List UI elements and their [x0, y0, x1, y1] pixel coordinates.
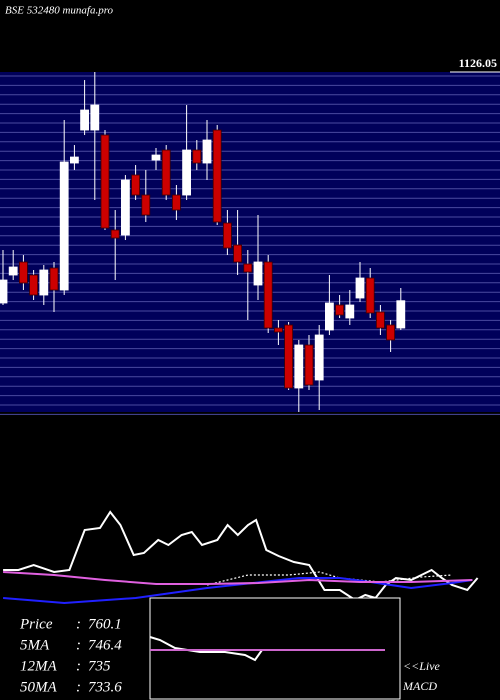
- candle-body: [263, 261, 273, 329]
- legend-value: 746.4: [88, 637, 122, 653]
- legend-separator: :: [76, 637, 81, 653]
- legend-value: 760.1: [88, 616, 122, 632]
- candle-body: [253, 261, 263, 286]
- candle-body: [335, 304, 345, 316]
- candle-body: [18, 261, 28, 284]
- series-line: [3, 577, 473, 605]
- candle-body: [365, 277, 375, 314]
- candle-body: [386, 324, 396, 341]
- candle-body: [161, 149, 171, 196]
- legend-value: 733.6: [88, 679, 122, 695]
- y-tick-label: 1126.05: [459, 56, 497, 70]
- candle-body: [284, 324, 294, 389]
- candle-body: [222, 222, 232, 249]
- legend-name: 50MA: [20, 679, 57, 695]
- candle-body: [324, 302, 334, 331]
- candle-body: [182, 149, 192, 196]
- candle-body: [243, 263, 253, 273]
- candle-body: [70, 156, 79, 164]
- candle-body: [151, 154, 161, 161]
- candle-body: [375, 311, 385, 329]
- candle-body: [121, 179, 130, 236]
- candle-body: [192, 149, 202, 164]
- series-line: [3, 571, 473, 585]
- chart-title: BSE 532480 munafa.pro: [5, 5, 114, 17]
- candle-body: [345, 304, 355, 319]
- candle-body: [273, 327, 283, 333]
- price-panel: 1126.05: [0, 56, 500, 415]
- series-line: [206, 571, 453, 586]
- candle-body: [141, 194, 151, 216]
- legend-separator: :: [76, 679, 81, 695]
- candle-body: [171, 194, 181, 211]
- candle-body: [90, 104, 100, 131]
- candle-body: [304, 344, 314, 386]
- candle-body: [29, 274, 39, 296]
- legend-name: 12MA: [20, 658, 57, 674]
- candle-body: [0, 279, 8, 304]
- legend-separator: :: [76, 616, 81, 632]
- legend-separator: :: [76, 658, 81, 674]
- legend-name: 5MA: [20, 637, 50, 653]
- macd-box: [149, 597, 401, 700]
- candle-body: [131, 174, 141, 196]
- legend-value: 735: [88, 658, 111, 674]
- candle-body: [314, 334, 324, 381]
- candle-body: [59, 161, 69, 291]
- macd-panel: <<Live MACD: [149, 597, 441, 700]
- candle-body: [233, 244, 243, 263]
- candle-body: [80, 109, 89, 131]
- candle-body: [110, 229, 120, 239]
- candle-body: [202, 139, 212, 164]
- candle-body: [212, 129, 222, 223]
- macd-live-label: <<Live: [403, 659, 441, 673]
- candle-body: [355, 277, 365, 299]
- candle-body: [8, 266, 18, 276]
- candle-body: [39, 269, 49, 296]
- candle-body: [396, 300, 406, 329]
- candle-body: [100, 134, 110, 229]
- legend-name: Price: [19, 616, 53, 632]
- candle-body: [49, 267, 59, 291]
- macd-title: MACD: [402, 679, 437, 693]
- candle-body: [294, 344, 304, 389]
